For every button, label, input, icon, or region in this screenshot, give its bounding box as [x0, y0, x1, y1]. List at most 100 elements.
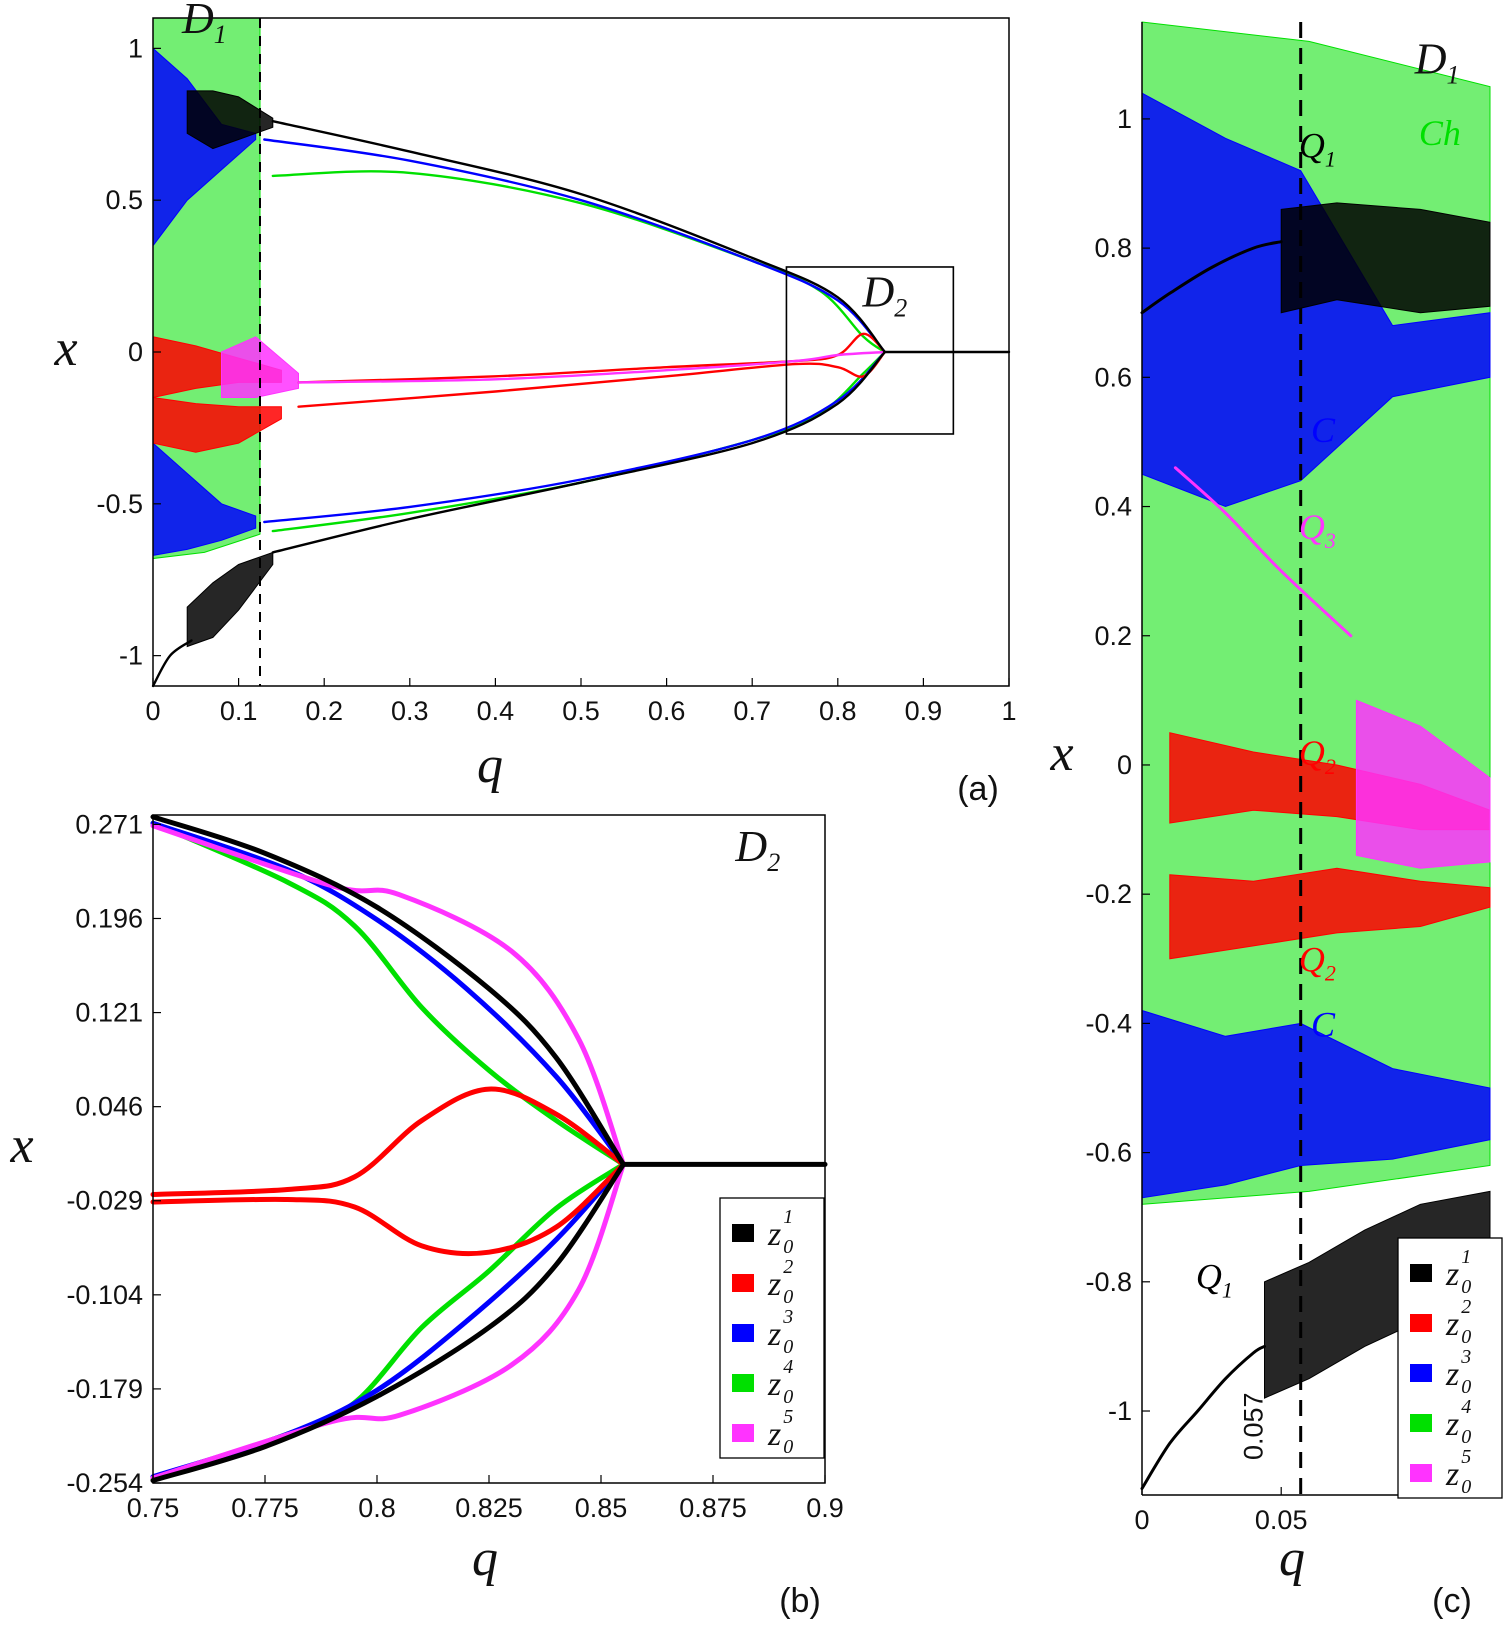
panel-a-xtick-label: 1 [1001, 696, 1016, 726]
panel-b-xlabel: q [472, 1530, 498, 1587]
panel-c: 0.057 0 0.05 10.80.60.40.20-0.2-0.4-0.6-0… [1049, 21, 1503, 1620]
panel-b-xtick-label: 0.775 [231, 1493, 299, 1523]
panel-c-branches [1140, 240, 1353, 1490]
panel-c-ytick-label: 0 [1117, 750, 1132, 780]
panel-a-xtick-label: 0.2 [305, 696, 343, 726]
panel-c-x-ticks: 0 0.05 [1134, 1487, 1307, 1535]
panel-c-ylabel: x [1049, 725, 1073, 782]
panel-c-branch-z1-0 [1140, 1344, 1266, 1490]
panel-c-overlays: 0.057 [1239, 22, 1303, 1495]
panel-a-band-z1-1 [186, 90, 274, 150]
panel-a-xtick-label: 0.9 [905, 696, 943, 726]
panel-c-ytick-label: -0.2 [1085, 879, 1132, 909]
panel-b-region-labels: D2 [734, 822, 780, 877]
panel-c-legend-swatch-z3 [1410, 1364, 1432, 1382]
panel-a-label: (a) [957, 770, 999, 808]
panel-c-band-z1-1 [1280, 202, 1491, 314]
panel-b-ytick-label: 0.046 [75, 1092, 143, 1122]
panel-b-y-ticks: 0.271 0.196 0.121 0.046 -0.029 -0.104 -0.179 -0… [66, 809, 161, 1498]
panel-b-ytick-label: -0.254 [66, 1468, 143, 1498]
panel-c-ytick-label: -0.6 [1085, 1138, 1132, 1168]
panel-a-branch-z2-0 [297, 332, 887, 384]
panel-b-branch-z1-1 [150, 1161, 626, 1483]
panel-b-xtick-label: 0.9 [806, 1493, 844, 1523]
panel-c-y-ticks: 1 0.8 0.6 0.4 0.2 0 -0.2 -0.4 -0.6 -0.8 -1 [1085, 104, 1150, 1426]
panel-b-ytick-label: -0.104 [66, 1280, 143, 1310]
panel-c-dashed-line-label: 0.057 [1239, 1392, 1269, 1460]
panel-c-label: (c) [1432, 1582, 1472, 1620]
panel-a-branch-z1-1 [271, 120, 887, 354]
panel-b-x-ticks: 0.75 0.775 0.8 0.825 0.85 0.875 0.9 [127, 1475, 844, 1523]
panel-a-branch-z3-0 [263, 138, 887, 354]
panel-a: 0 0.1 0.2 0.3 0.4 0.5 0.6 0.7 0.8 0.9 1 -1 -0.5 0 0.5… [53, 0, 1016, 808]
panel-a-branch-z3-1 [263, 350, 887, 524]
panel-a-xtick-label: 0.3 [391, 696, 429, 726]
panel-b-ytick-label: 0.196 [75, 903, 143, 933]
panel-c-ytick-label: 0.4 [1094, 492, 1132, 522]
panel-c-band-z2-1 [1169, 867, 1491, 960]
panel-c-branch-z1-1 [1140, 240, 1283, 315]
panel-a-branches [151, 120, 1011, 688]
panel-b-xtick-label: 0.825 [455, 1493, 523, 1523]
panel-a-band-z1-0 [186, 551, 274, 648]
panel-a-band-z3-1 [152, 441, 257, 556]
panel-b-xtick-label: 0.85 [575, 1493, 628, 1523]
panel-b-ylabel: x [9, 1117, 33, 1174]
panel-c-xtick-label: 0 [1134, 1505, 1149, 1535]
panel-b-ytick-label: 0.121 [75, 998, 143, 1028]
panel-b-branch-z5-0 [150, 823, 626, 1167]
panel-b-region-label: D2 [734, 822, 780, 877]
panel-b-xtick-label: 0.875 [679, 1493, 747, 1523]
panel-c-ytick-label: -1 [1108, 1396, 1132, 1426]
panel-a-region-label: D2 [861, 267, 907, 322]
panel-b-branch-z4-1 [150, 1161, 626, 1482]
panel-c-xlabel: q [1279, 1530, 1305, 1587]
panel-a-xtick-label: 0 [145, 696, 160, 726]
panel-c-band-z3-1 [1141, 1009, 1491, 1199]
panel-a-ytick-label: 0 [128, 337, 143, 367]
panel-b-xtick-label: 0.8 [358, 1493, 396, 1523]
panel-a-region-label: D1 [181, 0, 227, 49]
panel-a-branch-z2-1 [297, 350, 887, 408]
panel-a-ytick-label: 1 [128, 33, 143, 63]
panel-b-legend-swatch-z5 [732, 1424, 754, 1442]
panel-c-ytick-label: -0.4 [1085, 1008, 1132, 1038]
panel-c-annotation: Q1 [1196, 1256, 1233, 1302]
panel-a-xtick-label: 0.5 [562, 696, 600, 726]
panel-a-branch-z5-0 [297, 350, 887, 384]
panel-b-label: (b) [779, 1582, 821, 1620]
panel-c-ytick-label: 0.8 [1094, 233, 1132, 263]
panel-a-ytick-label: 0.5 [105, 185, 143, 215]
panel-b-ytick-label: 0.271 [75, 809, 143, 839]
panel-a-y-ticks: -1 -0.5 0 0.5 1 [96, 33, 161, 671]
panel-b-branch-z4-0 [150, 820, 626, 1167]
panel-b-branch-z2-0 [150, 1086, 626, 1197]
panel-c-legend-swatch-z5 [1410, 1464, 1432, 1482]
panel-c-legend-swatch-z4 [1410, 1414, 1432, 1432]
panel-a-branch-z4-1 [271, 350, 887, 533]
panel-a-xtick-label: 0.4 [477, 696, 515, 726]
panel-b-branch-z1-0 [150, 814, 626, 1167]
panel-c-ytick-label: 1 [1117, 104, 1132, 134]
panel-b: 0.75 0.775 0.8 0.825 0.85 0.875 0.9 0.271 0.196… [9, 809, 843, 1620]
panel-c-region-labels: D1 [1414, 35, 1460, 90]
panel-c-band-z5-0 [1355, 699, 1491, 869]
panel-a-xtick-label: 0.7 [733, 696, 771, 726]
panel-b-branch-z3-0 [150, 820, 626, 1167]
panel-a-xtick-label: 0.1 [220, 696, 258, 726]
panel-a-xtick-label: 0.6 [648, 696, 686, 726]
panel-a-overlays [259, 18, 955, 686]
panel-b-ytick-label: -0.029 [66, 1186, 143, 1216]
panel-a-branch-z1-0 [151, 639, 193, 688]
panel-a-zoom-box [785, 266, 955, 435]
panel-b-legend-swatch-z1 [732, 1224, 754, 1242]
panel-b-branches [150, 814, 828, 1483]
panel-a-ytick-label: -0.5 [96, 489, 143, 519]
panel-a-bands [152, 17, 299, 648]
panel-c-ytick-label: -0.8 [1085, 1267, 1132, 1297]
panel-c-annotation: Ch [1419, 113, 1461, 153]
panel-a-ylabel: x [53, 320, 77, 377]
panel-c-region-label: D1 [1414, 35, 1460, 90]
